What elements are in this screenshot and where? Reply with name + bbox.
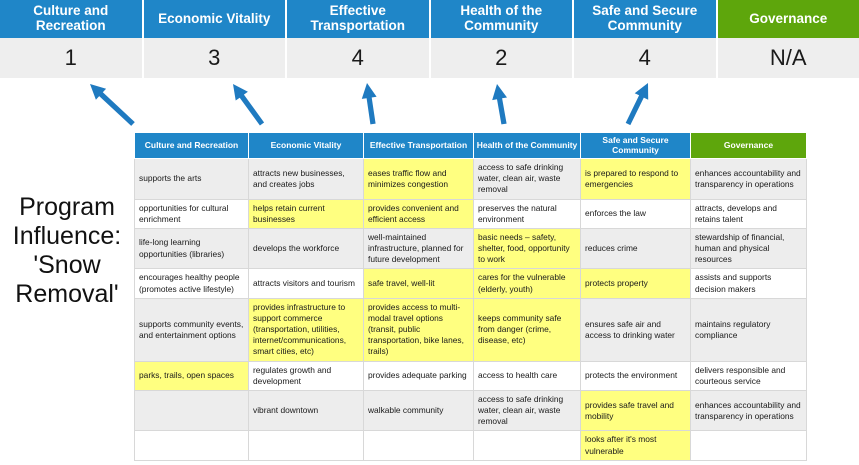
matrix-cell: parks, trails, open spaces bbox=[134, 360, 249, 391]
scorecard-column: Culture and Recreation 1 bbox=[0, 0, 144, 78]
scorecard-header-label: Safe and Secure Community bbox=[574, 0, 716, 38]
matrix-body: supports the arts attracts new businesses… bbox=[134, 158, 807, 461]
matrix-cell bbox=[134, 389, 249, 432]
matrix-header: Culture and Recreation Economic Vitality E… bbox=[134, 131, 807, 160]
matrix-cell bbox=[473, 430, 581, 461]
matrix-cell: delivers responsible and courteous servi… bbox=[690, 360, 807, 391]
program-influence-caption: Program Influence: 'Snow Removal' bbox=[2, 193, 132, 309]
matrix-cell: stewardship of financial, human and phys… bbox=[690, 227, 807, 270]
matrix-cell: assists and supports decision makers bbox=[690, 268, 807, 299]
upward-arrow-icon bbox=[625, 83, 649, 126]
matrix-cell: looks after it's most vulnerable bbox=[580, 430, 691, 461]
matrix-column-header: Effective Transportation bbox=[363, 131, 474, 160]
scorecard-value: 3 bbox=[143, 38, 285, 78]
table-row: opportunities for cultural enrichment hel… bbox=[134, 198, 807, 229]
matrix-cell: supports the arts bbox=[134, 158, 249, 200]
scorecard-column: Effective Transportation 4 bbox=[287, 0, 431, 78]
matrix-cell: provides convenient and efficient access bbox=[363, 198, 474, 229]
matrix-cell: encourages healthy people (promotes acti… bbox=[134, 268, 249, 299]
scorecard-header-label: Governance bbox=[717, 0, 859, 38]
scorecard-value: 1 bbox=[0, 38, 142, 78]
table-row: supports community events, and entertain… bbox=[134, 297, 807, 362]
matrix-cell: opportunities for cultural enrichment bbox=[134, 198, 249, 229]
matrix-cell: enhances accountability and transparency… bbox=[690, 158, 807, 200]
caption-line-1: Program bbox=[19, 193, 115, 221]
matrix-cell: develops the workforce bbox=[248, 227, 364, 270]
matrix-cell: life-long learning opportunities (librar… bbox=[134, 227, 249, 270]
upward-arrow-icon bbox=[90, 84, 135, 126]
matrix-cell bbox=[690, 430, 807, 461]
matrix-cell: provides adequate parking bbox=[363, 360, 474, 391]
table-row: supports the arts attracts new businesses… bbox=[134, 158, 807, 200]
scorecard-value: N/A bbox=[717, 38, 859, 78]
matrix-cell: basic needs – safety, shelter, food, opp… bbox=[473, 227, 581, 270]
matrix-cell: protects the environment bbox=[580, 360, 691, 391]
matrix-cell bbox=[248, 430, 364, 461]
table-row: parks, trails, open spaces regulates grow… bbox=[134, 360, 807, 391]
scorecard-header-label: Health of the Community bbox=[430, 0, 572, 38]
matrix-cell: safe travel, well-lit bbox=[363, 268, 474, 299]
scorecard-value: 2 bbox=[430, 38, 572, 78]
matrix-cell: provides safe travel and mobility bbox=[580, 389, 691, 432]
scorecard-value: 4 bbox=[574, 38, 716, 78]
caption-line-2: Influence: bbox=[12, 222, 122, 250]
matrix-cell: vibrant downtown bbox=[248, 389, 364, 432]
matrix-header-row: Culture and Recreation Economic Vitality E… bbox=[134, 131, 807, 160]
matrix-cell: eases traffic flow and minimizes congest… bbox=[363, 158, 474, 200]
matrix-column-header: Health of the Community bbox=[473, 131, 581, 160]
matrix-cell: reduces crime bbox=[580, 227, 691, 270]
scorecard-column: Economic Vitality 3 bbox=[143, 0, 287, 78]
matrix-column-header: Governance bbox=[690, 131, 807, 160]
scorecard-header-label: Economic Vitality bbox=[143, 0, 285, 38]
upward-arrow-icon bbox=[492, 84, 507, 125]
table-row: encourages healthy people (promotes acti… bbox=[134, 268, 807, 299]
matrix-cell bbox=[134, 430, 249, 461]
arrows-svg bbox=[90, 83, 649, 126]
matrix-cell: attracts visitors and tourism bbox=[248, 268, 364, 299]
matrix-cell: enforces the law bbox=[580, 198, 691, 229]
matrix-cell: keeps community safe from danger (crime,… bbox=[473, 297, 581, 362]
scorecard-header-label: Culture and Recreation bbox=[0, 0, 142, 38]
matrix-cell: enhances accountability and transparency… bbox=[690, 389, 807, 432]
matrix-column-header: Economic Vitality bbox=[248, 131, 364, 160]
scorecard-value: 4 bbox=[287, 38, 429, 78]
matrix-cell: preserves the natural environment bbox=[473, 198, 581, 229]
matrix-cell: ensures safe air and access to drinking … bbox=[580, 297, 691, 362]
caption-line-3: 'Snow bbox=[33, 251, 101, 279]
matrix-cell: supports community events, and entertain… bbox=[134, 297, 249, 362]
matrix-cell: is prepared to respond to emergencies bbox=[580, 158, 691, 200]
matrix-cell: maintains regulatory compliance bbox=[690, 297, 807, 362]
matrix-cell: attracts new businesses, and creates job… bbox=[248, 158, 364, 200]
table-row: life-long learning opportunities (librar… bbox=[134, 227, 807, 270]
matrix-cell: attracts, develops and retains talent bbox=[690, 198, 807, 229]
scorecard-column: Health of the Community 2 bbox=[430, 0, 574, 78]
scorecard-column: Safe and Secure Community 4 bbox=[574, 0, 718, 78]
matrix-cell: cares for the vulnerable (elderly, youth… bbox=[473, 268, 581, 299]
matrix-cell: provides access to multi-modal travel op… bbox=[363, 297, 474, 362]
scorecard-column: Governance N/A bbox=[717, 0, 859, 78]
scorecard-header-label: Effective Transportation bbox=[287, 0, 429, 38]
matrix-cell: access to health care bbox=[473, 360, 581, 391]
matrix-cell: walkable community bbox=[363, 389, 474, 432]
caption-line-4: Removal' bbox=[15, 280, 119, 308]
matrix-cell bbox=[363, 430, 474, 461]
table-row: looks after it's most vulnerable bbox=[134, 430, 807, 461]
upward-arrow-icon bbox=[361, 83, 377, 125]
matrix-cell: access to safe drinking water, clean air… bbox=[473, 389, 581, 432]
table-row: vibrant downtown walkable community access… bbox=[134, 389, 807, 432]
influence-matrix-table: Culture and Recreation Economic Vitality E… bbox=[134, 131, 807, 461]
matrix-cell: well-maintained infrastructure, planned … bbox=[363, 227, 474, 270]
upward-arrow-icon bbox=[233, 84, 265, 126]
matrix-cell: access to safe drinking water, clean air… bbox=[473, 158, 581, 200]
matrix-column-header: Culture and Recreation bbox=[134, 131, 249, 160]
matrix-cell: regulates growth and development bbox=[248, 360, 364, 391]
matrix-cell: provides infrastructure to support comme… bbox=[248, 297, 364, 362]
arrow-band bbox=[0, 78, 859, 130]
scorecard-strip: Culture and Recreation 1 Economic Vitality… bbox=[0, 0, 859, 78]
matrix-column-header: Safe and Secure Community bbox=[580, 131, 691, 160]
matrix-cell: helps retain current businesses bbox=[248, 198, 364, 229]
matrix-cell: protects property bbox=[580, 268, 691, 299]
